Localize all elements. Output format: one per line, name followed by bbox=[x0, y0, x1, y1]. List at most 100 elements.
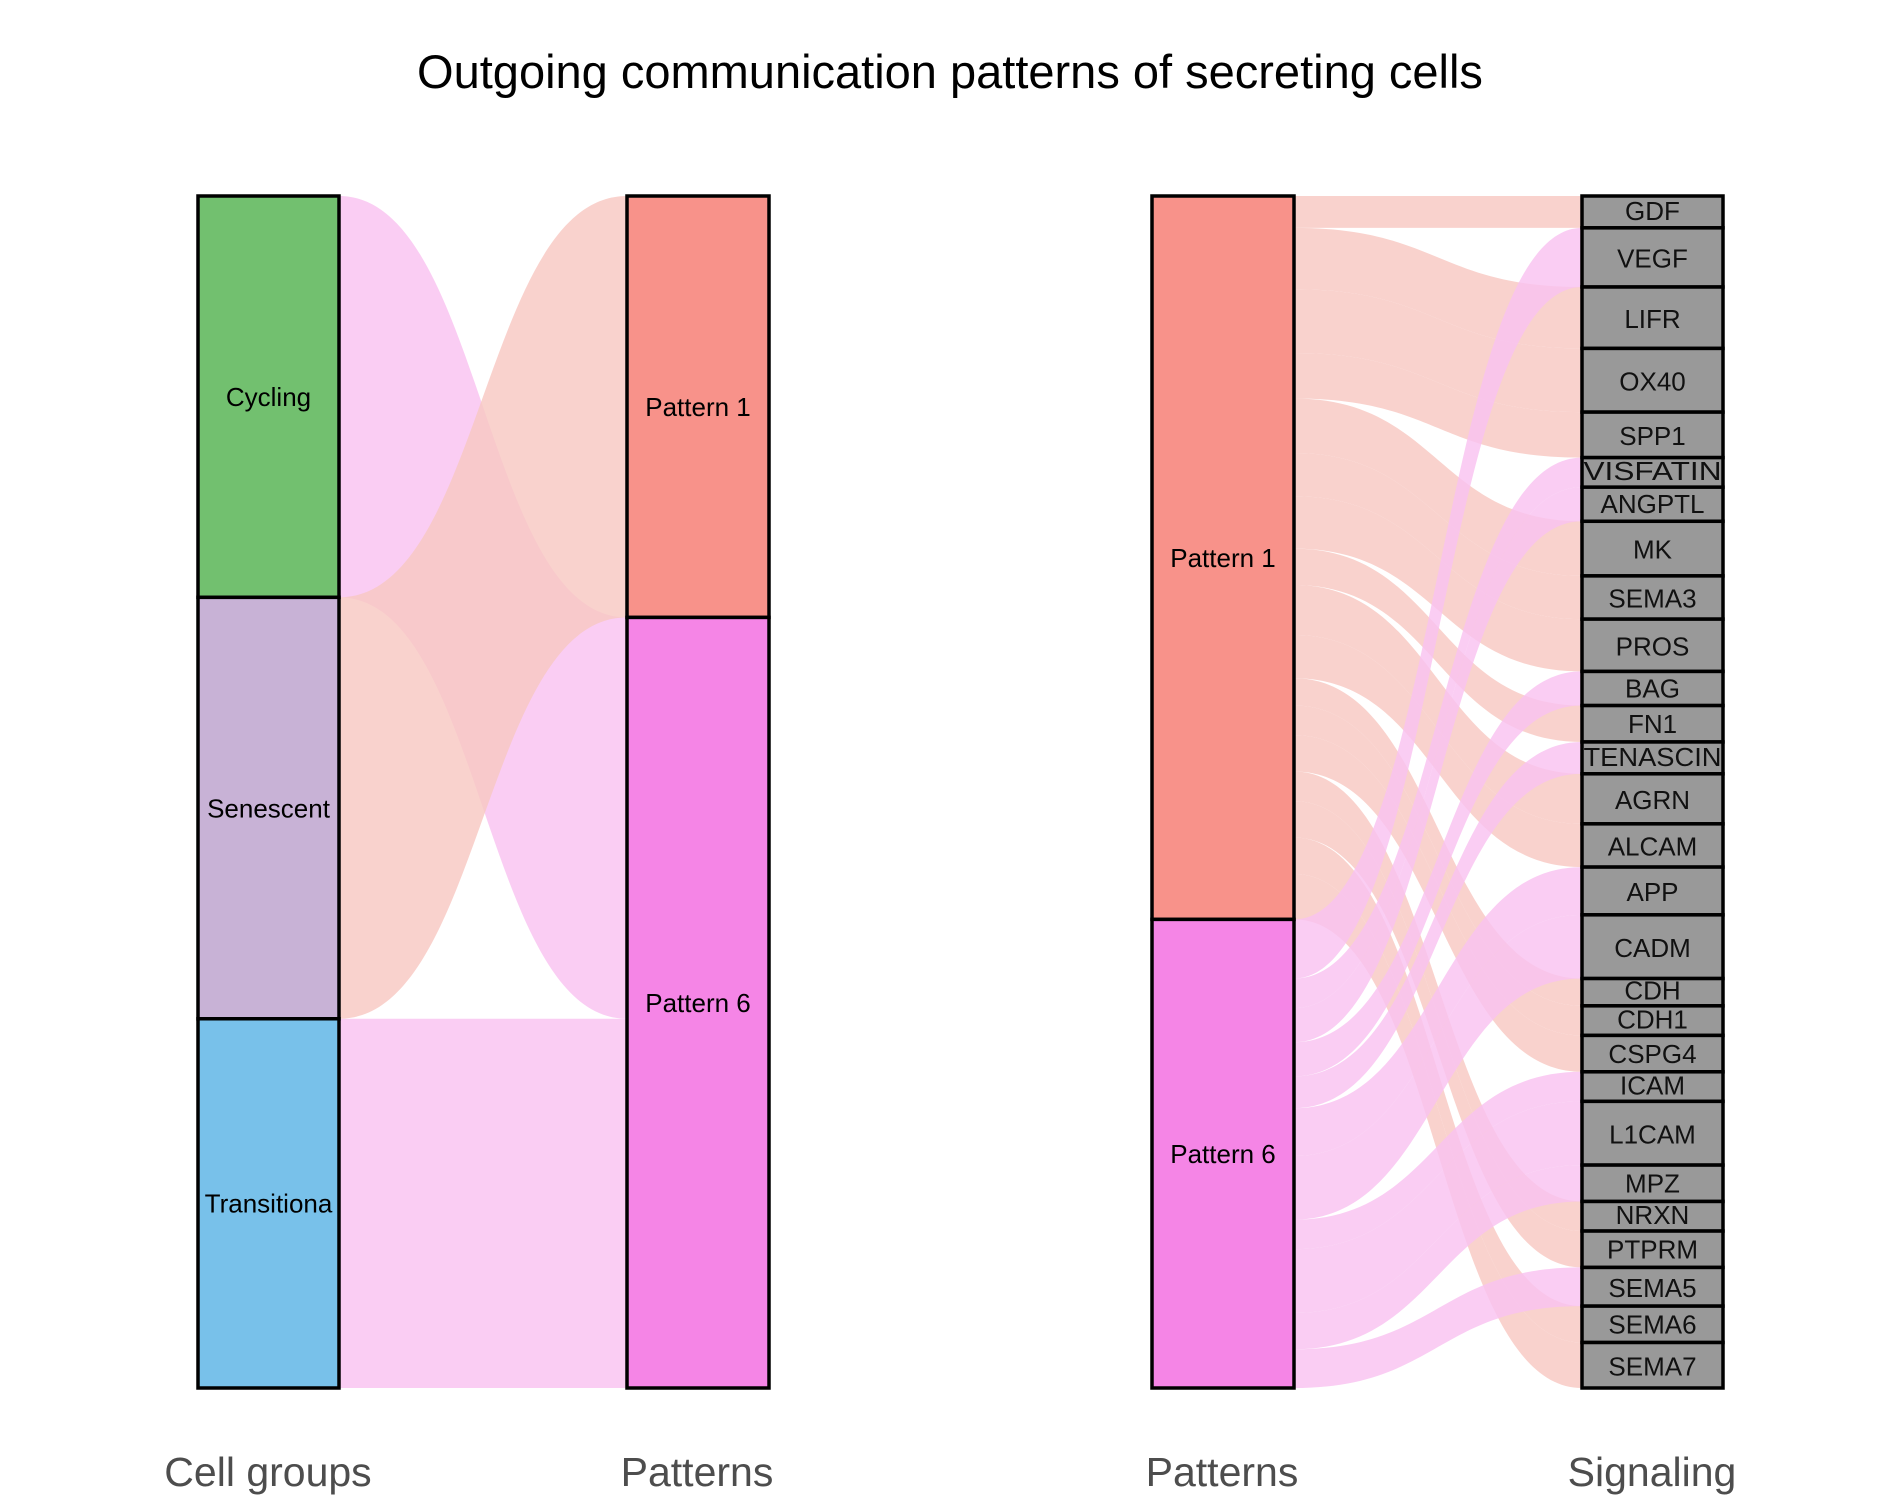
cell-group-senescent: Senescent bbox=[196, 595, 341, 1021]
signaling-sema3-label: SEMA3 bbox=[1608, 584, 1696, 614]
flow-pattern6-to-l1cam bbox=[1294, 1101, 1582, 1313]
cell-group-senescent-label: Senescent bbox=[207, 793, 331, 823]
signaling-fn1-label: FN1 bbox=[1628, 709, 1677, 739]
signaling-app-label: APP bbox=[1626, 877, 1678, 907]
pattern-right-pattern1-label: Pattern 1 bbox=[1170, 543, 1276, 573]
chart-title: Outgoing communication patterns of secre… bbox=[417, 45, 1483, 98]
flow-pattern6-to-vegf bbox=[1294, 227, 1582, 979]
signaling-fn1: FN1 bbox=[1580, 703, 1725, 744]
signaling-alcam: ALCAM bbox=[1580, 822, 1725, 869]
signaling-mk-label: MK bbox=[1633, 535, 1673, 565]
signaling-cspg4: CSPG4 bbox=[1580, 1033, 1725, 1074]
signaling-nrxn-label: NRXN bbox=[1616, 1200, 1690, 1230]
signaling-agrn: AGRN bbox=[1580, 772, 1725, 826]
cell-group-cycling: Cycling bbox=[196, 194, 341, 600]
signaling-ptprm-label: PTPRM bbox=[1607, 1235, 1698, 1265]
flow-pattern1-to-gdf bbox=[1294, 196, 1582, 228]
cell-group-transitional-label: Transitiona bbox=[205, 1189, 333, 1219]
signaling-ptprm: PTPRM bbox=[1580, 1229, 1725, 1270]
flow-pattern6-to-visfatin bbox=[1294, 457, 1582, 1009]
signaling-angptl-label: ANGPTL bbox=[1600, 489, 1704, 519]
pattern-left-pattern1: Pattern 1 bbox=[625, 194, 771, 620]
flow-pattern1-to-cdh bbox=[1294, 678, 1582, 1006]
signaling-bag: BAG bbox=[1580, 669, 1725, 708]
signaling-cspg4-label: CSPG4 bbox=[1608, 1039, 1696, 1069]
signaling-cadm-label: CADM bbox=[1614, 933, 1691, 963]
signaling-sema6: SEMA6 bbox=[1580, 1304, 1725, 1345]
pattern-left-pattern6-box bbox=[625, 615, 771, 1390]
signaling-cspg4-box bbox=[1580, 1033, 1725, 1074]
pattern-signaling-flows bbox=[1294, 196, 1582, 1388]
signaling-bag-label: BAG bbox=[1625, 673, 1680, 703]
axis-label-cell-groups: Cell groups bbox=[164, 1449, 371, 1495]
axis-label-patterns-right: Patterns bbox=[1146, 1449, 1299, 1495]
signaling-icam-box bbox=[1580, 1070, 1725, 1104]
signaling-ox40: OX40 bbox=[1580, 346, 1725, 414]
flow-pattern6-to-tenascin bbox=[1294, 741, 1582, 1109]
pattern-left-pattern1-label: Pattern 1 bbox=[645, 392, 751, 422]
signaling-vegf-box bbox=[1580, 226, 1725, 289]
signaling-tenascin-label: TENASCIN bbox=[1584, 742, 1722, 772]
axis-label-patterns-left: Patterns bbox=[621, 1449, 774, 1495]
flow-pattern6-to-app bbox=[1294, 867, 1582, 1156]
signaling-tenascin-box bbox=[1580, 740, 1725, 776]
flow-pattern1-to-sema7 bbox=[1294, 873, 1582, 1388]
signaling-cdh1-box bbox=[1580, 1004, 1725, 1038]
flow-pattern1-to-agrn bbox=[1294, 584, 1582, 824]
signaling-gdf-label: GDF bbox=[1625, 196, 1680, 226]
signaling-lifr-box bbox=[1580, 285, 1725, 351]
signaling-sema5-box bbox=[1580, 1265, 1725, 1308]
cell-group-transitional: Transitiona bbox=[196, 1017, 341, 1390]
signaling-pros-label: PROS bbox=[1616, 631, 1690, 661]
signaling-icam: ICAM bbox=[1580, 1070, 1725, 1104]
flow-transitional-to-pattern6 bbox=[339, 1018, 627, 1388]
flow-senescent-to-pattern1 bbox=[339, 196, 627, 1019]
signaling-nrxn-box bbox=[1580, 1199, 1725, 1233]
signaling-pros-box bbox=[1580, 617, 1725, 674]
cell-pattern-flows bbox=[339, 196, 627, 1388]
signaling-sema5: SEMA5 bbox=[1580, 1265, 1725, 1308]
signaling-sema7: SEMA7 bbox=[1580, 1340, 1725, 1390]
signaling-mpz-label: MPZ bbox=[1625, 1169, 1680, 1199]
pattern-left-pattern6-label: Pattern 6 bbox=[645, 988, 751, 1018]
flow-pattern6-to-mpz bbox=[1294, 1165, 1582, 1350]
cell-group-cycling-box bbox=[196, 194, 341, 600]
signaling-sema6-label: SEMA6 bbox=[1608, 1310, 1696, 1340]
signaling-cdh: CDH bbox=[1580, 975, 1725, 1008]
axis-label-signaling: Signaling bbox=[1568, 1449, 1737, 1495]
signaling-visfatin: VISFATIN bbox=[1580, 455, 1725, 489]
pattern-left-pattern6: Pattern 6 bbox=[625, 615, 771, 1390]
signaling-l1cam: L1CAM bbox=[1580, 1099, 1725, 1167]
flow-pattern6-to-cadm bbox=[1294, 914, 1582, 1220]
signaling-cdh1-label: CDH1 bbox=[1617, 1004, 1688, 1034]
signaling-sema3: SEMA3 bbox=[1580, 574, 1725, 621]
signaling-cdh-label: CDH bbox=[1624, 975, 1680, 1005]
signaling-pros: PROS bbox=[1580, 617, 1725, 674]
signaling-vegf-label: VEGF bbox=[1617, 244, 1688, 274]
signaling-gdf-box bbox=[1580, 194, 1725, 230]
signaling-visfatin-box bbox=[1580, 455, 1725, 489]
signaling-spp1-label: SPP1 bbox=[1619, 421, 1686, 451]
signaling-lifr: LIFR bbox=[1580, 285, 1725, 351]
signaling-agrn-label: AGRN bbox=[1615, 785, 1690, 815]
signaling-angptl: ANGPTL bbox=[1580, 485, 1725, 524]
signaling-mpz: MPZ bbox=[1580, 1163, 1725, 1204]
pattern-left-pattern1-box bbox=[625, 194, 771, 620]
signaling-sema7-box bbox=[1580, 1340, 1725, 1390]
signaling-visfatin-label: VISFATIN bbox=[1584, 456, 1722, 486]
signaling-mk-box bbox=[1580, 519, 1725, 578]
signaling-ptprm-box bbox=[1580, 1229, 1725, 1270]
flow-pattern6-to-bag bbox=[1294, 671, 1582, 1077]
flow-pattern1-to-ox40 bbox=[1294, 289, 1582, 413]
flow-pattern1-to-sema3 bbox=[1294, 453, 1582, 620]
pattern-right-pattern6-label: Pattern 6 bbox=[1170, 1139, 1276, 1169]
signaling-l1cam-box bbox=[1580, 1099, 1725, 1167]
signaling-gdf: GDF bbox=[1580, 194, 1725, 230]
pattern-right-pattern6-box bbox=[1150, 917, 1296, 1390]
signaling-icam-label: ICAM bbox=[1620, 1070, 1685, 1100]
pattern-right-pattern1-box bbox=[1150, 194, 1296, 922]
signaling-lifr-label: LIFR bbox=[1624, 304, 1680, 334]
sankey-nodes: Cycling Senescent Transitiona Pattern 1 Patt… bbox=[196, 194, 1725, 1390]
signaling-cadm: CADM bbox=[1580, 913, 1725, 981]
